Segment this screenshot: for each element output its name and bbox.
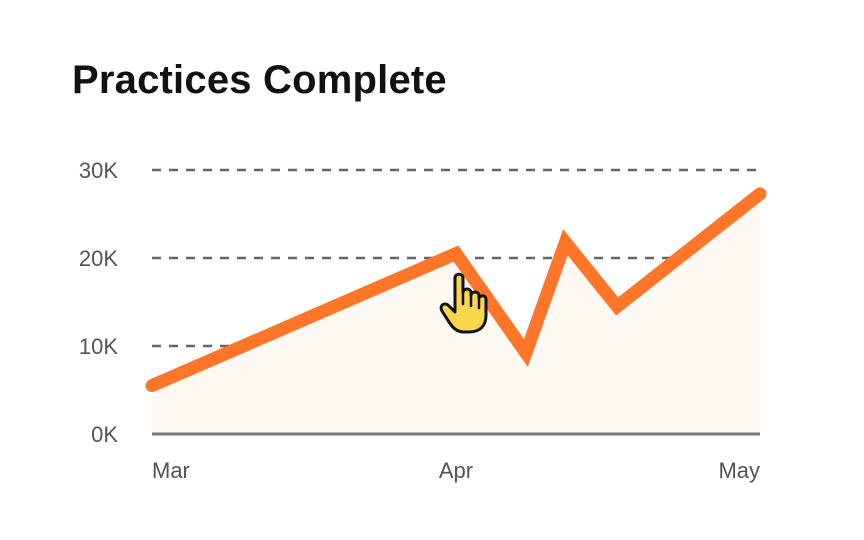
series-line xyxy=(145,187,767,393)
x-tick-label: May xyxy=(718,458,760,483)
hand-pointer-knuckle-lines xyxy=(461,290,481,310)
y-tick-label: 30K xyxy=(79,158,118,183)
x-tick-label: Mar xyxy=(152,458,190,483)
data-points xyxy=(151,193,761,386)
y-tick-label: 0K xyxy=(91,422,118,447)
hand-pointer-icon xyxy=(439,272,488,334)
chart-title: Practices Complete xyxy=(72,58,447,102)
y-tick-label: 20K xyxy=(79,246,118,271)
y-tick-label: 10K xyxy=(79,334,118,359)
series-line-group xyxy=(145,187,767,393)
y-tick-labels: 0K 10K 20K 30K xyxy=(79,158,118,447)
x-tick-label: Apr xyxy=(439,458,473,483)
x-tick-labels: Mar Apr May xyxy=(152,458,760,483)
